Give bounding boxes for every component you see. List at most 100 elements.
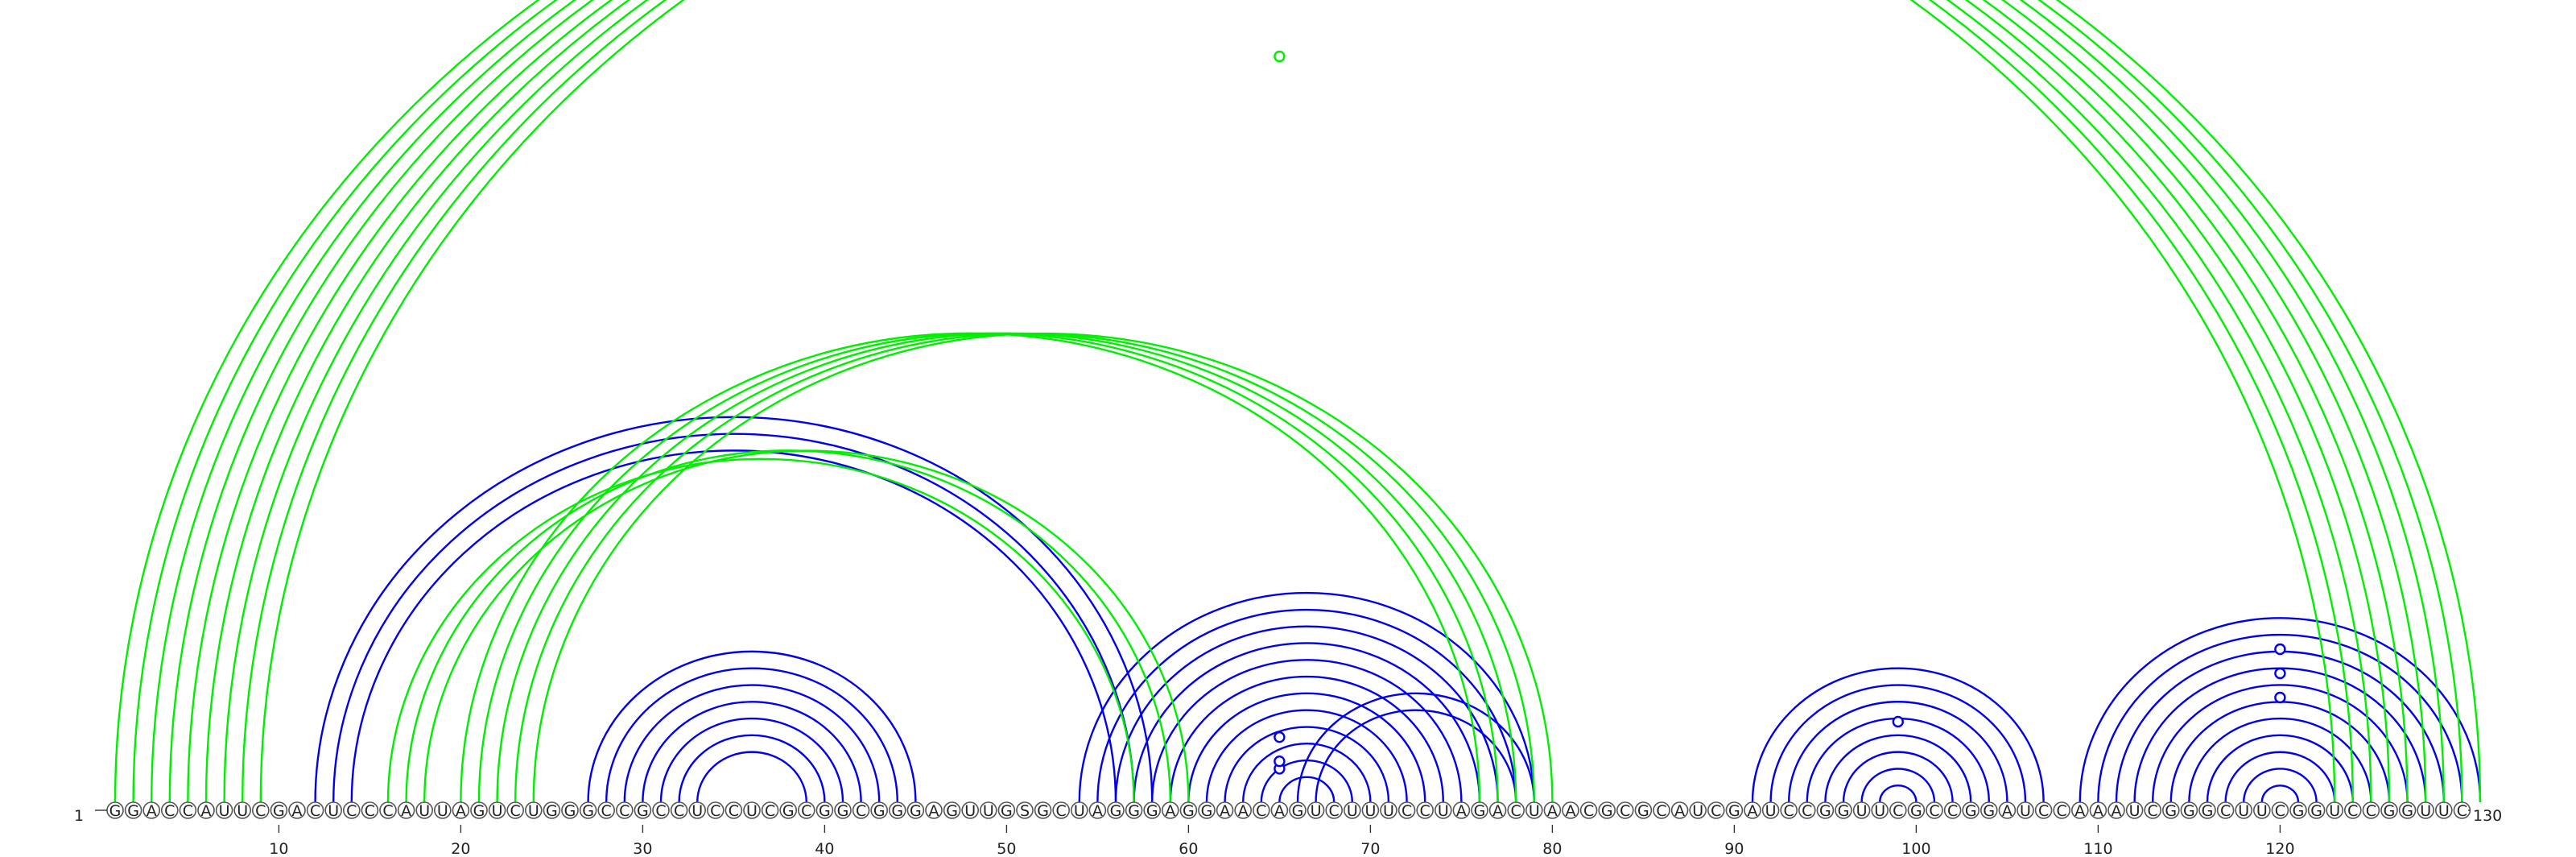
nucleotide-55: A: [1092, 802, 1103, 820]
nucleotide-7-circle: [215, 801, 233, 819]
nucleotide-4: C: [164, 802, 175, 820]
nucleotide-42: C: [856, 802, 866, 820]
nucleotide-87-circle: [1670, 801, 1689, 819]
nucleotide-6-circle: [197, 801, 215, 819]
nucleotide-48-circle: [961, 801, 979, 819]
nucleotide-16-circle: [379, 801, 397, 819]
nucleotide-100-circle: [1907, 801, 1926, 819]
nucleotide-65: A: [1274, 802, 1285, 820]
arc-s0-63-70: [1242, 743, 1372, 803]
nucleotide-98: U: [1874, 802, 1885, 820]
nucleotide-41-circle: [834, 801, 852, 819]
nucleotide-71-circle: [1380, 801, 1397, 819]
nucleotide-127-circle: [2398, 801, 2417, 819]
nucleotide-109-circle: [2071, 801, 2089, 819]
nucleotide-108-circle: [2053, 801, 2070, 819]
nucleotide-28: C: [601, 802, 612, 820]
arc-marker-s0-4: [2274, 691, 2286, 704]
nucleotide-40: G: [819, 802, 831, 820]
arc-s0-109-131: [2079, 617, 2482, 803]
nucleotide-30: G: [637, 802, 649, 820]
nucleotide-30-circle: [634, 801, 652, 819]
nucleotide-37: C: [765, 802, 775, 820]
nucleotide-6: A: [201, 802, 212, 820]
arc-s0-67-78: [1315, 709, 1517, 803]
nucleotide-80-circle: [1543, 801, 1562, 819]
arc-s1-3-125: [151, 0, 2372, 803]
nucleotide-77-circle: [1488, 801, 1507, 819]
nucleotide-33-circle: [688, 801, 707, 819]
arc-s0-66-79: [1296, 692, 1535, 803]
arc-s0-56-77: [1114, 625, 1499, 803]
arc-s0-31-41: [659, 717, 844, 803]
nucleotide-122-circle: [2307, 801, 2326, 819]
nucleotide-60-circle: [1179, 801, 1198, 819]
arc-s0-33-39: [696, 751, 807, 803]
nucleotide-23-circle: [506, 801, 525, 819]
nucleotide-36-circle: [743, 801, 761, 819]
nucleotide-18-circle: [415, 801, 434, 819]
nucleotide-57: G: [1128, 802, 1140, 820]
nucleotide-16: C: [382, 802, 393, 820]
arc-s0-27-45: [587, 650, 917, 803]
nucleotide-64: C: [1256, 802, 1266, 820]
nucleotide-112: U: [2129, 802, 2140, 820]
nucleotide-8: U: [237, 802, 248, 820]
nucleotide-119: U: [2256, 802, 2268, 820]
nucleotide-114-circle: [2162, 801, 2180, 819]
nucleotide-105-circle: [1998, 801, 2017, 819]
nucleotide-89: C: [1711, 802, 1721, 820]
arc-marker-s0-6: [2274, 643, 2286, 656]
arc-s0-30-42: [642, 701, 862, 803]
arc-s0-32-40: [678, 734, 826, 803]
nucleotide-123-circle: [2326, 801, 2343, 819]
nucleotide-54-circle: [1071, 801, 1088, 819]
nucleotide-13: U: [328, 802, 339, 820]
arc-marker-s0-2: [1274, 731, 1286, 743]
nucleotide-72-circle: [1397, 801, 1416, 819]
arc-s0-113-127: [2152, 684, 2409, 803]
nucleotide-127: G: [2401, 802, 2413, 820]
nucleotide-81: A: [1566, 802, 1576, 820]
nucleotide-44-circle: [889, 801, 906, 819]
nucleotide-85: G: [1637, 802, 1649, 820]
nucleotide-123: U: [2329, 802, 2340, 820]
sequence-end-label: 130: [2473, 807, 2502, 825]
arc-s0-55-78: [1096, 608, 1517, 803]
arc-s1-8-130: [242, 0, 2463, 803]
arc-s0-29-43: [623, 684, 881, 803]
arc-s0-28-44: [605, 667, 898, 803]
nucleotide-94-circle: [1798, 801, 1816, 819]
nucleotide-10-circle: [270, 801, 288, 819]
nucleotide-76: G: [1474, 802, 1486, 820]
nucleotide-9: C: [255, 802, 266, 820]
nucleotide-50: G: [1001, 802, 1013, 820]
nucleotide-119-circle: [2253, 801, 2271, 819]
nucleotide-66: G: [1292, 802, 1304, 820]
nucleotide-5-circle: [179, 801, 197, 819]
arc-s0-12-58: [314, 416, 1154, 803]
nucleotide-77: A: [1492, 802, 1503, 820]
nucleotide-3: A: [147, 802, 157, 820]
nucleotide-51-circle: [1016, 801, 1034, 819]
nucleotide-5: C: [183, 802, 193, 820]
nucleotide-49: U: [983, 802, 994, 820]
arc-s0-54-79: [1078, 591, 1535, 803]
nucleotide-65-circle: [1270, 801, 1289, 819]
tick-label-30: 30: [633, 840, 652, 857]
nucleotide-46-circle: [925, 801, 943, 819]
position-axis: 10 20 30 40 50 60 70 80 90 100 110 120: [95, 809, 2471, 857]
arc-marker-s0-5: [2274, 667, 2286, 680]
nucleotide-107-circle: [2034, 801, 2053, 819]
nucleotide-85-circle: [1634, 801, 1653, 819]
nucleotide-76-circle: [1471, 801, 1488, 819]
arc-s1-6-128: [204, 0, 2427, 803]
nucleotide-109: A: [2074, 802, 2085, 820]
nucleotide-81-circle: [1562, 801, 1579, 819]
nucleotide-62: A: [1220, 802, 1230, 820]
nucleotide-20: A: [456, 802, 466, 820]
nucleotide-71: U: [1383, 802, 1394, 820]
nucleotide-21: G: [473, 802, 485, 820]
nucleotide-120-circle: [2271, 801, 2289, 819]
nucleotide-110: A: [2093, 802, 2103, 820]
